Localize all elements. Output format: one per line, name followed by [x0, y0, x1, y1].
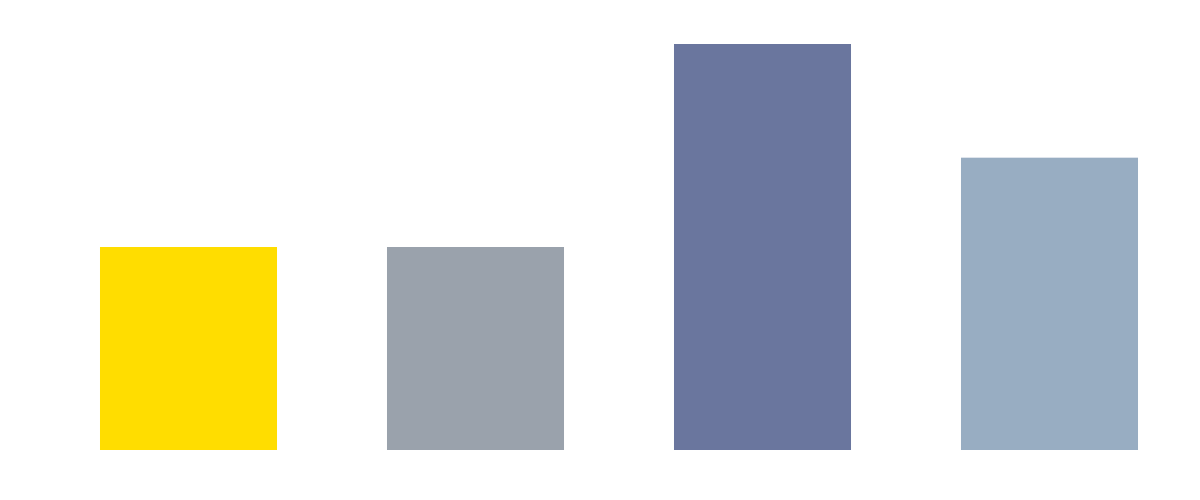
bar	[386, 247, 565, 450]
bar	[99, 247, 278, 450]
bar	[960, 157, 1139, 450]
bar	[673, 44, 852, 450]
